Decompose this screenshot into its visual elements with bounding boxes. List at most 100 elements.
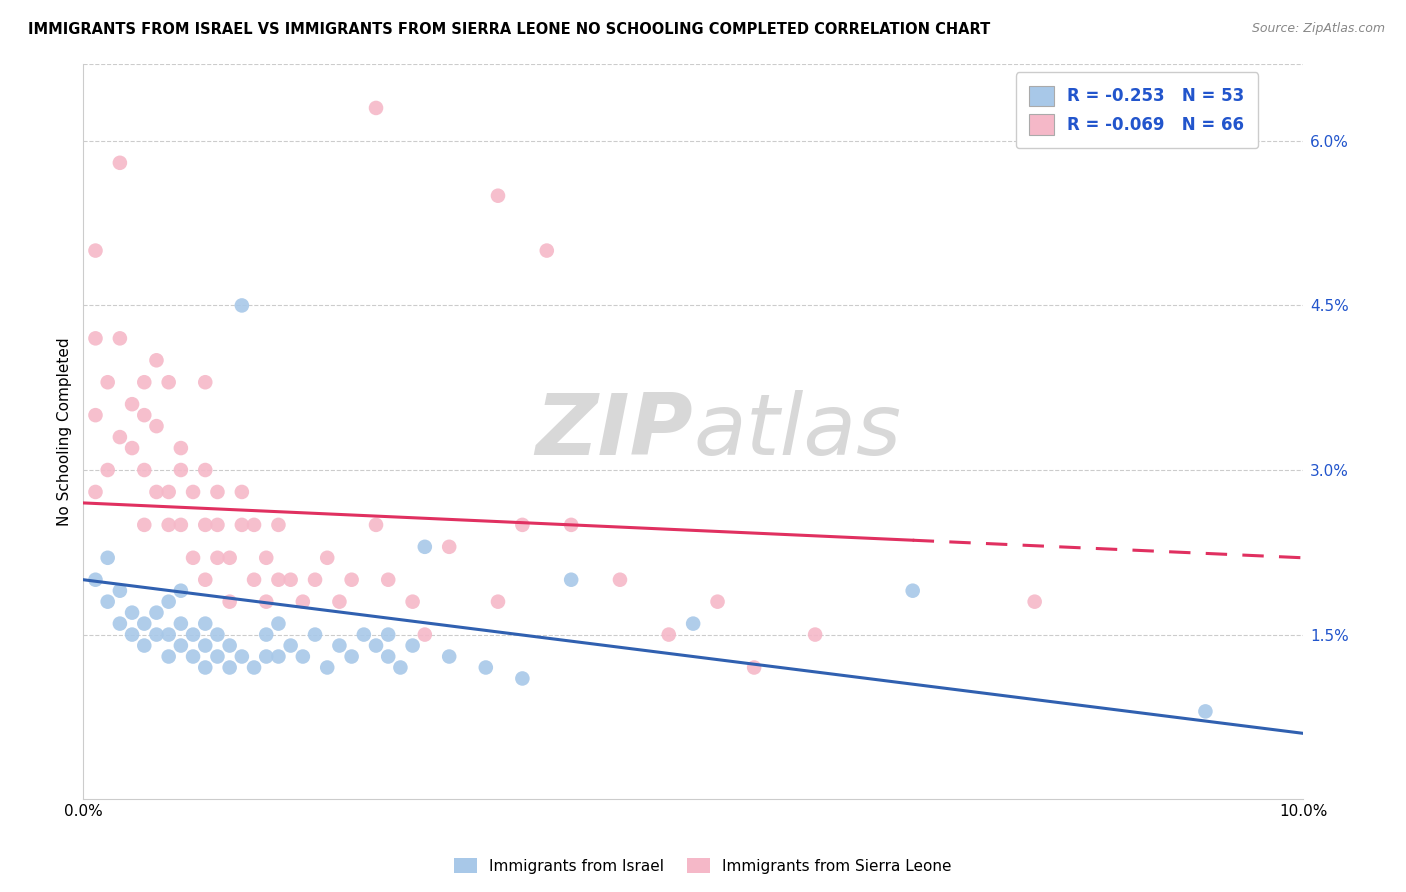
Point (157, 595, 180, 609)
Point (267, 573, 290, 587)
Point (194, 376, 217, 390)
Point (377, 649, 399, 664)
Point (145, 627, 167, 641)
Point (84, 244, 107, 258)
Text: ZIP: ZIP (536, 390, 693, 473)
Point (194, 660, 217, 674)
Point (254, 627, 277, 641)
Point (170, 639, 193, 653)
Point (486, 595, 509, 609)
Point (231, 649, 253, 664)
Legend: Immigrants from Israel, Immigrants from Sierra Leone: Immigrants from Israel, Immigrants from … (449, 852, 957, 880)
Point (84, 408, 107, 422)
Point (170, 616, 193, 631)
Point (181, 550, 204, 565)
Point (134, 616, 156, 631)
Point (536, 244, 558, 258)
Point (134, 517, 156, 532)
Point (560, 517, 582, 532)
Point (218, 660, 240, 674)
Point (170, 463, 193, 477)
Point (134, 639, 156, 653)
Point (170, 441, 193, 455)
Point (218, 595, 240, 609)
Point (254, 595, 277, 609)
Point (121, 441, 143, 455)
Point (316, 660, 339, 674)
Point (280, 639, 302, 653)
Point (280, 573, 302, 587)
Point (84, 573, 107, 587)
Point (97, 376, 120, 390)
Point (170, 517, 193, 532)
Point (364, 517, 387, 532)
Point (121, 627, 143, 641)
Point (243, 573, 266, 587)
Point (97, 595, 120, 609)
Point (170, 583, 193, 598)
Point (328, 595, 350, 609)
Point (377, 627, 399, 641)
Point (108, 156, 131, 170)
Point (437, 540, 460, 554)
Point (475, 660, 498, 674)
Point (304, 573, 326, 587)
Point (340, 573, 363, 587)
Point (207, 627, 229, 641)
Point (267, 649, 290, 664)
Point (231, 485, 253, 500)
Point (121, 606, 143, 620)
Point (145, 485, 167, 500)
Point (207, 517, 229, 532)
Point (231, 298, 253, 312)
Point (181, 649, 204, 664)
Point (108, 331, 131, 345)
Text: IMMIGRANTS FROM ISRAEL VS IMMIGRANTS FROM SIERRA LEONE NO SCHOOLING COMPLETED CO: IMMIGRANTS FROM ISRAEL VS IMMIGRANTS FRO… (28, 22, 990, 37)
Point (267, 616, 290, 631)
Point (134, 376, 156, 390)
Point (1024, 595, 1046, 609)
Y-axis label: No Schooling Completed: No Schooling Completed (58, 337, 72, 526)
Point (194, 639, 217, 653)
Point (145, 419, 167, 434)
Point (218, 639, 240, 653)
Point (108, 616, 131, 631)
Point (401, 639, 423, 653)
Point (291, 595, 314, 609)
Point (254, 550, 277, 565)
Point (243, 660, 266, 674)
Point (901, 583, 924, 598)
Point (609, 573, 631, 587)
Point (84, 331, 107, 345)
Point (84, 485, 107, 500)
Point (742, 660, 765, 674)
Point (377, 573, 399, 587)
Point (207, 649, 229, 664)
Point (658, 627, 681, 641)
Point (389, 660, 412, 674)
Point (157, 517, 180, 532)
Point (413, 627, 436, 641)
Point (181, 485, 204, 500)
Point (194, 616, 217, 631)
Point (316, 550, 339, 565)
Point (413, 540, 436, 554)
Point (291, 649, 314, 664)
Point (108, 583, 131, 598)
Point (207, 485, 229, 500)
Point (364, 639, 387, 653)
Point (486, 188, 509, 202)
Point (108, 430, 131, 444)
Point (243, 517, 266, 532)
Point (512, 517, 534, 532)
Point (97, 463, 120, 477)
Point (340, 649, 363, 664)
Point (254, 649, 277, 664)
Point (804, 627, 827, 641)
Point (353, 627, 375, 641)
Point (231, 517, 253, 532)
Point (145, 606, 167, 620)
Point (194, 463, 217, 477)
Point (157, 627, 180, 641)
Point (328, 639, 350, 653)
